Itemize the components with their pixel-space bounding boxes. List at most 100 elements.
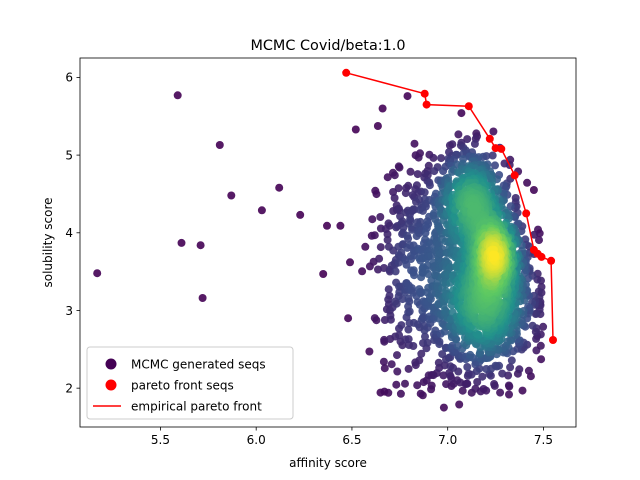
mcmc-point bbox=[506, 202, 515, 211]
mcmc-point bbox=[275, 183, 284, 192]
mcmc-point bbox=[449, 363, 458, 372]
mcmc-point bbox=[391, 267, 400, 276]
mcmc-point bbox=[402, 260, 411, 269]
mcmc-point bbox=[404, 335, 413, 344]
mcmc-point bbox=[499, 181, 508, 190]
mcmc-point bbox=[448, 140, 457, 149]
mcmc-point bbox=[257, 206, 266, 215]
mcmc-point bbox=[439, 167, 448, 176]
pareto-point bbox=[537, 252, 546, 261]
mcmc-point bbox=[430, 209, 438, 218]
mcmc-point bbox=[470, 139, 479, 148]
mcmc-point bbox=[491, 361, 500, 370]
mcmc-point bbox=[407, 284, 416, 293]
mcmc-point bbox=[446, 263, 455, 272]
mcmc-point bbox=[404, 294, 413, 303]
mcmc-point bbox=[392, 299, 401, 308]
y-axis: 2 3 4 5 6 bbox=[65, 71, 80, 395]
mcmc-point bbox=[401, 189, 410, 198]
mcmc-point bbox=[365, 347, 374, 356]
mcmc-point bbox=[380, 316, 389, 324]
pareto-point bbox=[422, 100, 431, 109]
mcmc-point bbox=[227, 191, 236, 200]
mcmc-point bbox=[424, 270, 433, 278]
points-layer bbox=[93, 91, 548, 412]
mcmc-point bbox=[323, 221, 331, 230]
mcmc-point bbox=[376, 243, 385, 252]
mcmc-point bbox=[383, 230, 392, 239]
mcmc-point bbox=[506, 363, 515, 372]
mcmc-point bbox=[177, 238, 186, 247]
mcmc-point bbox=[392, 380, 401, 389]
mcmc-point bbox=[423, 171, 432, 179]
y-tick-label: 6 bbox=[65, 71, 73, 85]
mcmc-point bbox=[472, 329, 481, 338]
mcmc-point bbox=[448, 341, 457, 350]
x-axis-label: affinity score bbox=[289, 456, 367, 470]
mcmc-point bbox=[471, 384, 480, 393]
x-tick-label: 7.0 bbox=[438, 433, 457, 447]
mcmc-point bbox=[385, 221, 394, 230]
mcmc-point bbox=[406, 167, 415, 176]
legend-label-pareto-seqs: pareto front seqs bbox=[131, 379, 234, 393]
mcmc-point bbox=[395, 206, 404, 215]
mcmc-point bbox=[424, 220, 433, 228]
mcmc-point bbox=[504, 381, 513, 390]
mcmc-point bbox=[457, 109, 466, 118]
mcmc-point bbox=[515, 365, 524, 374]
mcmc-point bbox=[383, 173, 392, 182]
legend-marker-pareto-seqs bbox=[105, 379, 117, 391]
mcmc-point bbox=[410, 271, 419, 280]
pareto-point bbox=[549, 336, 557, 344]
pareto-point bbox=[485, 134, 494, 143]
mcmc-point bbox=[215, 141, 224, 149]
mcmc-point bbox=[505, 390, 513, 399]
mcmc-point bbox=[458, 386, 467, 395]
mcmc-point bbox=[173, 91, 182, 100]
chart-title: MCMC Covid/beta:1.0 bbox=[250, 38, 405, 54]
mcmc-point bbox=[415, 356, 424, 365]
mcmc-point bbox=[406, 217, 415, 226]
mcmc-point bbox=[442, 307, 451, 316]
mcmc-point bbox=[393, 351, 401, 360]
mcmc-point bbox=[455, 400, 464, 409]
mcmc-point bbox=[403, 92, 412, 101]
x-axis: 5.5 6.0 6.5 7.0 7.5 bbox=[151, 427, 553, 447]
mcmc-point bbox=[425, 181, 434, 190]
pareto-point bbox=[497, 144, 506, 153]
y-axis-label: solubility score bbox=[41, 197, 55, 287]
mcmc-point bbox=[421, 202, 430, 211]
mcmc-point bbox=[397, 321, 406, 330]
mcmc-point bbox=[496, 388, 505, 397]
legend-box bbox=[86, 346, 294, 420]
mcmc-point bbox=[491, 161, 499, 170]
mcmc-point bbox=[346, 258, 354, 267]
pareto-point bbox=[342, 68, 351, 77]
mcmc-point bbox=[421, 228, 430, 237]
pareto-point bbox=[510, 171, 519, 180]
mcmc-point bbox=[518, 386, 527, 395]
mcmc-point bbox=[393, 367, 402, 376]
mcmc-point bbox=[479, 385, 488, 393]
mcmc-point bbox=[489, 127, 498, 136]
mcmc-point bbox=[433, 163, 442, 172]
mcmc-point bbox=[498, 369, 507, 378]
mcmc-point bbox=[409, 342, 418, 350]
mcmc-point bbox=[531, 310, 540, 318]
mcmc-point bbox=[198, 294, 207, 302]
mcmc-point bbox=[523, 178, 532, 187]
mcmc-point bbox=[374, 265, 382, 274]
mcmc-point bbox=[394, 184, 403, 193]
pareto-point bbox=[464, 102, 473, 111]
x-tick-label: 6.5 bbox=[342, 433, 361, 447]
mcmc-point bbox=[469, 204, 478, 213]
mcmc-point bbox=[427, 381, 436, 390]
mcmc-point bbox=[416, 389, 425, 398]
y-tick-label: 3 bbox=[65, 304, 73, 318]
mcmc-point bbox=[378, 104, 387, 113]
mcmc-point bbox=[390, 171, 399, 180]
mcmc-point bbox=[379, 357, 388, 366]
mcmc-point bbox=[507, 356, 516, 365]
x-tick-label: 7.5 bbox=[534, 433, 553, 447]
